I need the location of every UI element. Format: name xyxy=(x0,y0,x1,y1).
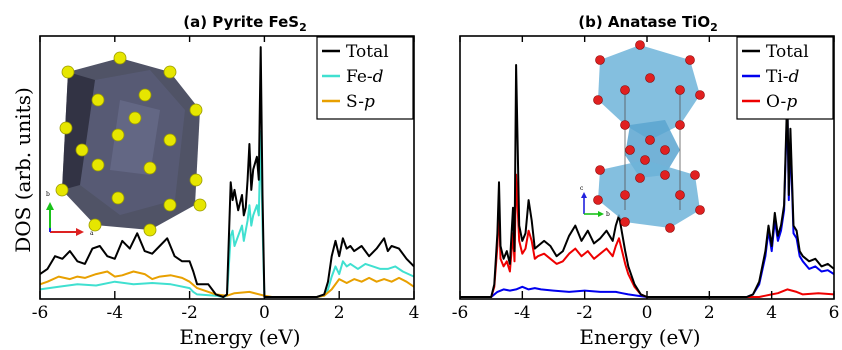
panel-a-series-2 xyxy=(39,270,415,298)
sulfur-atom xyxy=(163,198,177,212)
sulfur-atom xyxy=(163,65,177,79)
sulfur-atom xyxy=(75,143,89,157)
sulfur-atom xyxy=(143,223,157,237)
anatase-crystal-inset: c b xyxy=(580,40,705,233)
panel-b-tick-label-0: -6 xyxy=(452,303,469,323)
panel-a-title: (a) Pyrite FeS2 xyxy=(183,13,306,34)
svg-text:b: b xyxy=(46,191,50,198)
oxygen-atom xyxy=(595,55,605,65)
legend-o-p: O-p xyxy=(766,92,797,112)
oxygen-atom xyxy=(675,85,685,95)
sulfur-atom xyxy=(59,121,73,135)
svg-text:a: a xyxy=(90,230,94,237)
panel-a-series-0 xyxy=(39,46,415,298)
lattice-axes-icon: b a xyxy=(46,191,94,237)
oxygen-atom xyxy=(645,135,655,145)
oxygen-atom xyxy=(685,55,695,65)
oxygen-atom xyxy=(660,170,670,180)
oxygen-atom xyxy=(595,165,605,175)
sulfur-atom xyxy=(138,88,152,102)
sulfur-atom xyxy=(128,111,142,125)
panel-a-y-label: DOS (arb. units) xyxy=(11,87,35,253)
panel-a-axis-label-y: DOS (arb. units) xyxy=(11,87,35,253)
sulfur-atom xyxy=(55,183,69,197)
oxygen-atom xyxy=(593,195,603,205)
sulfur-atom xyxy=(91,158,105,172)
oxygen-atom xyxy=(675,120,685,130)
panel-b-series-0 xyxy=(460,64,835,298)
oxygen-atom xyxy=(625,145,635,155)
sulfur-atom xyxy=(111,191,125,205)
oxygen-atom xyxy=(620,120,630,130)
legend-fe-d: Fe-d xyxy=(346,67,384,87)
panel-a-tick-label-3: 0 xyxy=(259,303,270,323)
panel-a-frame xyxy=(39,35,415,300)
sulfur-atom xyxy=(88,218,102,232)
panel-a-tick-label-2: -2 xyxy=(181,303,198,323)
oxygen-atom xyxy=(645,73,655,83)
sulfur-atom xyxy=(113,51,127,65)
sulfur-atom xyxy=(61,65,75,79)
oxygen-atom xyxy=(635,173,645,183)
legend-ti-d: Ti-d xyxy=(766,67,800,87)
panel-a-x-label: Energy (eV) xyxy=(179,325,300,349)
panel-a-pyrite: (a) Pyrite FeS2 DOS (arb. units) Energy … xyxy=(11,13,419,349)
panel-b-tick-label-5: 4 xyxy=(766,303,777,323)
oxygen-atom xyxy=(675,190,685,200)
panel-b-x-label: Energy (eV) xyxy=(579,325,700,349)
svg-text:b: b xyxy=(606,211,610,218)
legend-total-b: Total xyxy=(766,42,809,62)
sulfur-atom xyxy=(143,161,157,175)
sulfur-atom xyxy=(189,103,203,117)
panel-b-legend: Total Ti-d O-p xyxy=(736,36,834,120)
oxygen-atom xyxy=(690,170,700,180)
panel-b-frame xyxy=(459,35,835,300)
sulfur-atom xyxy=(163,133,177,147)
oxygen-atom xyxy=(620,190,630,200)
oxygen-atom xyxy=(593,95,603,105)
oxygen-atom xyxy=(665,223,675,233)
oxygen-atom xyxy=(640,155,650,165)
panel-a-tick-label-4: 2 xyxy=(334,303,345,323)
panel-a-legend: Total Fe-d S-p xyxy=(316,36,414,120)
panel-a-series-1 xyxy=(39,130,415,298)
panel-b-title: (b) Anatase TiO2 xyxy=(578,13,717,34)
panel-a-tick-label-0: -6 xyxy=(32,303,49,323)
sulfur-atoms xyxy=(55,51,207,237)
legend-total: Total xyxy=(346,42,389,62)
panel-a-tick-label-1: -4 xyxy=(107,303,124,323)
panel-a-tick-label-5: 4 xyxy=(409,303,420,323)
panel-b-series-2 xyxy=(460,173,835,298)
sulfur-atom xyxy=(111,128,125,142)
panel-b-tick-label-4: 2 xyxy=(704,303,715,323)
oxygen-atom xyxy=(635,40,645,50)
oxygen-atoms xyxy=(593,40,705,233)
panel-a-plot-area xyxy=(39,46,415,298)
sulfur-atom xyxy=(189,173,203,187)
panel-b-tick-label-6: 6 xyxy=(829,303,840,323)
svg-text:c: c xyxy=(580,185,584,192)
panel-b-anatase: (b) Anatase TiO2 Energy (eV) -6 -4 -2 0 2 4 6 … xyxy=(452,13,840,349)
legend-s-p: S-p xyxy=(346,92,375,112)
pyrite-crystal-inset: b a xyxy=(46,51,207,237)
panel-b-tick-label-3: 0 xyxy=(642,303,653,323)
oxygen-atom xyxy=(660,145,670,155)
oxygen-atom xyxy=(695,90,705,100)
lattice-axes-icon-b: c b xyxy=(580,185,610,218)
oxygen-atom xyxy=(695,205,705,215)
sulfur-atom xyxy=(193,198,207,212)
panel-b-plot-area xyxy=(460,64,835,298)
panel-b-tick-label-1: -4 xyxy=(514,303,531,323)
panel-b-tick-label-2: -2 xyxy=(576,303,593,323)
oxygen-atom xyxy=(620,85,630,95)
oxygen-atom xyxy=(620,217,630,227)
sulfur-atom xyxy=(91,93,105,107)
panel-a-x-ticks: -6 -4 -2 0 2 4 xyxy=(32,36,420,323)
